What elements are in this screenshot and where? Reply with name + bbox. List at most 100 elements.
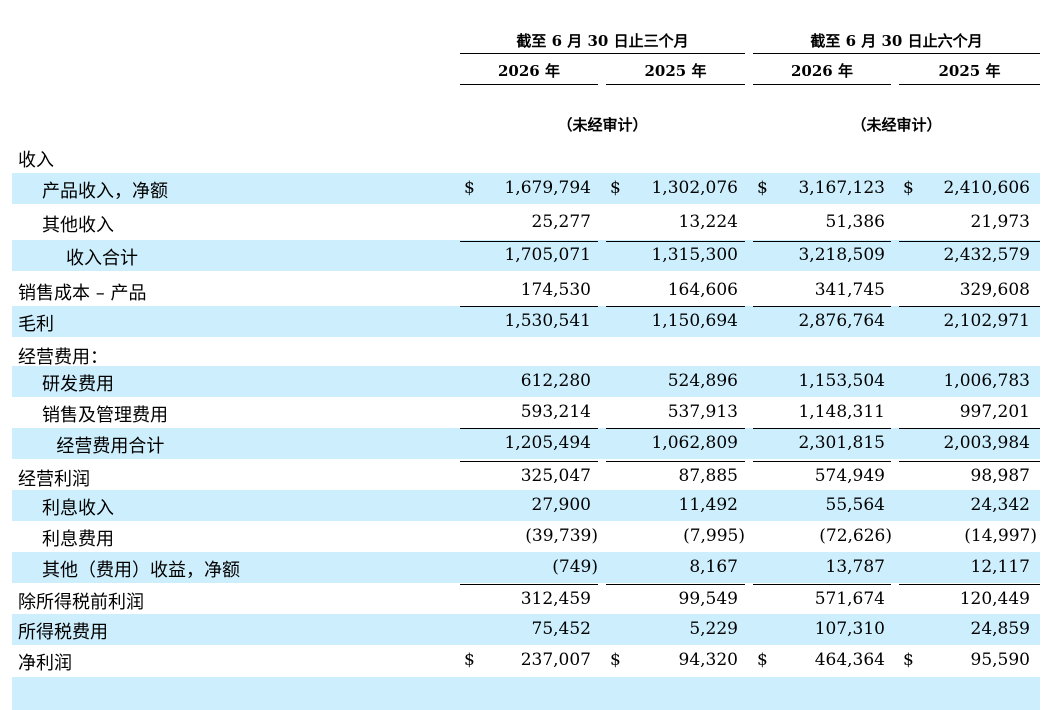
value-cell: 174,530	[520, 280, 591, 300]
row-label: 收入合计	[66, 248, 138, 269]
row-label: 其他收入	[42, 215, 114, 236]
currency-symbol: $	[903, 178, 914, 198]
currency-symbol: $	[610, 178, 621, 198]
table-row	[12, 306, 1040, 337]
value-cell: 2,301,815	[798, 433, 885, 453]
value-cell: 75,452	[531, 619, 591, 639]
value-cell: 3,167,123	[798, 178, 885, 198]
value-cell: 94,320	[678, 650, 738, 670]
value-cell: 2,003,984	[943, 433, 1030, 453]
value-cell: 13,787	[825, 557, 885, 577]
row-label: 毛利	[18, 314, 54, 335]
value-cell: 12,117	[970, 557, 1030, 577]
subtotal-rule	[753, 306, 891, 307]
row-label: 利息费用	[42, 529, 114, 550]
subtotal-rule	[899, 461, 1040, 462]
value-cell: 2,432,579	[943, 245, 1030, 265]
value-cell: 107,310	[814, 619, 885, 639]
value-cell: 612,280	[520, 371, 591, 391]
value-cell: 1,315,300	[651, 245, 738, 265]
year-header-4: 2025 年	[938, 62, 1001, 80]
row-label: 产品收入，净额	[42, 181, 168, 202]
value-cell: 11,492	[678, 495, 738, 515]
year-rule-4	[899, 84, 1040, 85]
unaudited-label-three: （未经审计）	[557, 116, 648, 134]
currency-symbol: $	[903, 650, 914, 670]
value-cell: 237,007	[520, 650, 591, 670]
value-cell: 1,153,504	[798, 371, 885, 391]
table-row	[12, 142, 1040, 173]
value-cell: 55,564	[825, 495, 885, 515]
subtotal-rule	[899, 428, 1040, 429]
value-cell: 25,277	[531, 212, 591, 232]
value-cell: 997,201	[959, 402, 1030, 422]
subtotal-rule	[460, 306, 598, 307]
value-cell: 464,364	[814, 650, 885, 670]
table-row	[12, 614, 1040, 645]
value-cell: 98,987	[970, 466, 1030, 486]
subtotal-rule	[753, 428, 891, 429]
value-cell: 51,386	[825, 212, 885, 232]
subtotal-rule	[753, 461, 891, 462]
value-cell: 24,342	[970, 495, 1030, 515]
year-rule-1	[460, 84, 598, 85]
unaudited-label-six: （未经审计）	[851, 116, 942, 134]
header-three-months: 截至 6 月 30 日止三个月	[516, 32, 689, 50]
subtotal-rule	[899, 241, 1040, 242]
table-row	[12, 490, 1040, 521]
subtotal-rule	[606, 461, 745, 462]
subtotal-rule	[899, 306, 1040, 307]
subtotal-rule	[606, 241, 745, 242]
row-label: 经营利润	[18, 469, 90, 490]
value-cell: 2,102,971	[943, 311, 1030, 331]
subtotal-rule	[460, 428, 598, 429]
year-rule-2	[606, 84, 745, 85]
currency-symbol: $	[610, 650, 621, 670]
row-label: 销售及管理费用	[42, 405, 168, 426]
value-cell: 524,896	[667, 371, 738, 391]
year-header-2: 2025 年	[644, 62, 707, 80]
value-cell: 87,885	[678, 466, 738, 486]
subtotal-rule	[753, 584, 891, 585]
value-cell: 27,900	[531, 495, 591, 515]
row-label: 利息收入	[42, 498, 114, 519]
table-row	[12, 173, 1040, 204]
subtotal-rule	[753, 241, 891, 242]
subtotal-rule	[899, 584, 1040, 585]
table-row	[12, 240, 1040, 271]
value-cell: 3,218,509	[798, 245, 885, 265]
table-row	[12, 366, 1040, 397]
currency-symbol: $	[757, 178, 768, 198]
subtotal-rule	[460, 461, 598, 462]
value-cell: 99,549	[678, 589, 738, 609]
year-header-1: 2026 年	[498, 62, 560, 80]
value-cell: 1,150,694	[651, 311, 738, 331]
row-label: 其他（费用）收益，净额	[42, 560, 240, 581]
value-cell: 120,449	[959, 589, 1030, 609]
value-cell: (14,997)	[964, 526, 1037, 546]
value-cell: 329,608	[959, 280, 1030, 300]
value-cell: (72,626)	[819, 526, 892, 546]
currency-symbol: $	[464, 178, 475, 198]
value-cell: 21,973	[970, 212, 1030, 232]
value-cell: 537,913	[667, 402, 738, 422]
header-six-months: 截至 6 月 30 日止六个月	[810, 32, 983, 50]
value-cell: 2,410,606	[943, 178, 1030, 198]
row-label: 经营费用：	[18, 347, 108, 368]
row-label: 除所得税前利润	[18, 592, 144, 613]
value-cell: 5,229	[689, 619, 738, 639]
header-rule-six	[753, 53, 1040, 54]
row-label: 经营费用合计	[56, 436, 165, 457]
year-rule-3	[753, 84, 891, 85]
value-cell: 1,705,071	[504, 245, 591, 265]
value-cell: 1,062,809	[651, 433, 738, 453]
value-cell: 312,459	[520, 589, 591, 609]
table-row	[12, 552, 1040, 583]
value-cell: 2,876,764	[798, 311, 885, 331]
value-cell: 325,047	[520, 466, 591, 486]
currency-symbol: $	[464, 650, 475, 670]
value-cell: 1,530,541	[504, 311, 591, 331]
subtotal-rule	[606, 584, 745, 585]
value-cell: 574,949	[814, 466, 885, 486]
value-cell: 341,745	[814, 280, 885, 300]
